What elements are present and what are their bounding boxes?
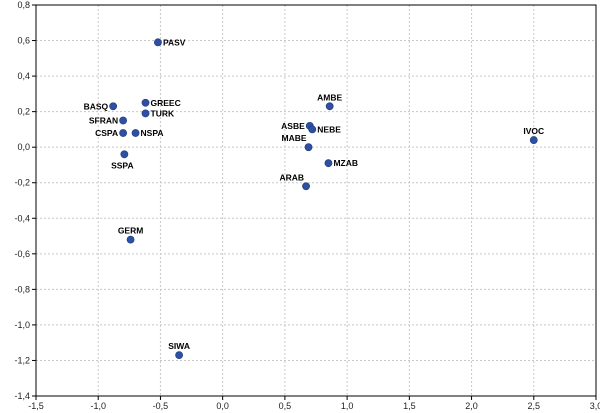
point-label: GERM (118, 226, 144, 236)
data-point-mzab (324, 159, 333, 168)
y-tick-label: -0,2 (14, 178, 30, 188)
point-label: SSPA (111, 160, 134, 170)
x-tick-label: 0,0 (216, 401, 229, 411)
point-label: MZAB (333, 158, 358, 168)
x-tick-label: 2,5 (528, 401, 541, 411)
x-tick-label: -1,0 (90, 401, 106, 411)
point-label: NSPA (141, 128, 164, 138)
plot-frame (35, 4, 597, 397)
x-tick-label: 2,0 (465, 401, 478, 411)
data-point-mabe (304, 143, 313, 152)
data-point-arab (302, 182, 310, 191)
data-point-basq (109, 102, 118, 111)
y-tick-label: -1,2 (14, 355, 30, 365)
data-point-ambe (325, 102, 334, 111)
x-tick-label: -1,5 (28, 401, 44, 411)
y-tick-label: -1,4 (14, 391, 30, 401)
y-tick-label: -0,4 (14, 213, 30, 223)
grid-lines (35, 4, 597, 397)
data-point-siwa (175, 351, 184, 360)
y-tick-label: 0,6 (17, 36, 30, 46)
x-tick-label: -0,5 (153, 401, 169, 411)
y-axis-ticks: -1,4 -1,2 -1,0 -0,8 -0,6 -0,4 -0,2 0,0 0,2 0,4 0,6… (14, 0, 36, 401)
point-label: PASV (163, 37, 186, 47)
y-tick-label: 0,8 (17, 0, 30, 10)
point-label: ARAB (279, 172, 304, 182)
y-tick-label: -0,6 (14, 249, 30, 259)
y-tick-label: 0,2 (17, 107, 30, 117)
point-label: GREEC (151, 98, 181, 108)
data-point-pasv (154, 38, 162, 47)
point-label: SIWA (168, 341, 190, 351)
y-tick-label: 0,0 (17, 142, 30, 152)
point-label: ASBE (281, 121, 305, 131)
point-label: NEBE (317, 124, 341, 134)
y-tick-label: -0,8 (14, 284, 30, 294)
data-point-sfran (119, 116, 128, 125)
point-label: SFRAN (89, 116, 118, 126)
x-tick-label: 1,5 (403, 401, 416, 411)
data-point-greec (141, 98, 150, 107)
x-tick-label: 3,0 (590, 401, 600, 411)
data-point-ivoc (529, 136, 538, 144)
data-point-nebe (308, 125, 317, 134)
y-tick-label: 0,4 (17, 71, 30, 81)
x-tick-label: 1,0 (341, 401, 354, 411)
point-label: TURK (151, 108, 175, 118)
y-tick-label: -1,0 (14, 320, 30, 330)
data-points: PASV BASQ GREEC SFRAN TURK CSPA NSPA SSPA GERM SI… (84, 37, 544, 360)
data-point-cspa (119, 129, 128, 137)
point-label: AMBE (317, 92, 342, 102)
data-point-sspa (120, 150, 129, 159)
data-point-nspa (131, 129, 140, 137)
x-axis-ticks: -1,5 -1,0 -0,5 0,0 0,5 1,0 1,5 2,0 2,5 3,0 (28, 396, 600, 411)
point-label: MABE (282, 133, 307, 143)
data-point-germ (126, 235, 135, 244)
data-point-turk (141, 109, 150, 118)
point-label: IVOC (523, 126, 544, 136)
point-label: BASQ (84, 101, 109, 111)
x-tick-label: 0,5 (279, 401, 292, 411)
point-label: CSPA (95, 128, 118, 138)
